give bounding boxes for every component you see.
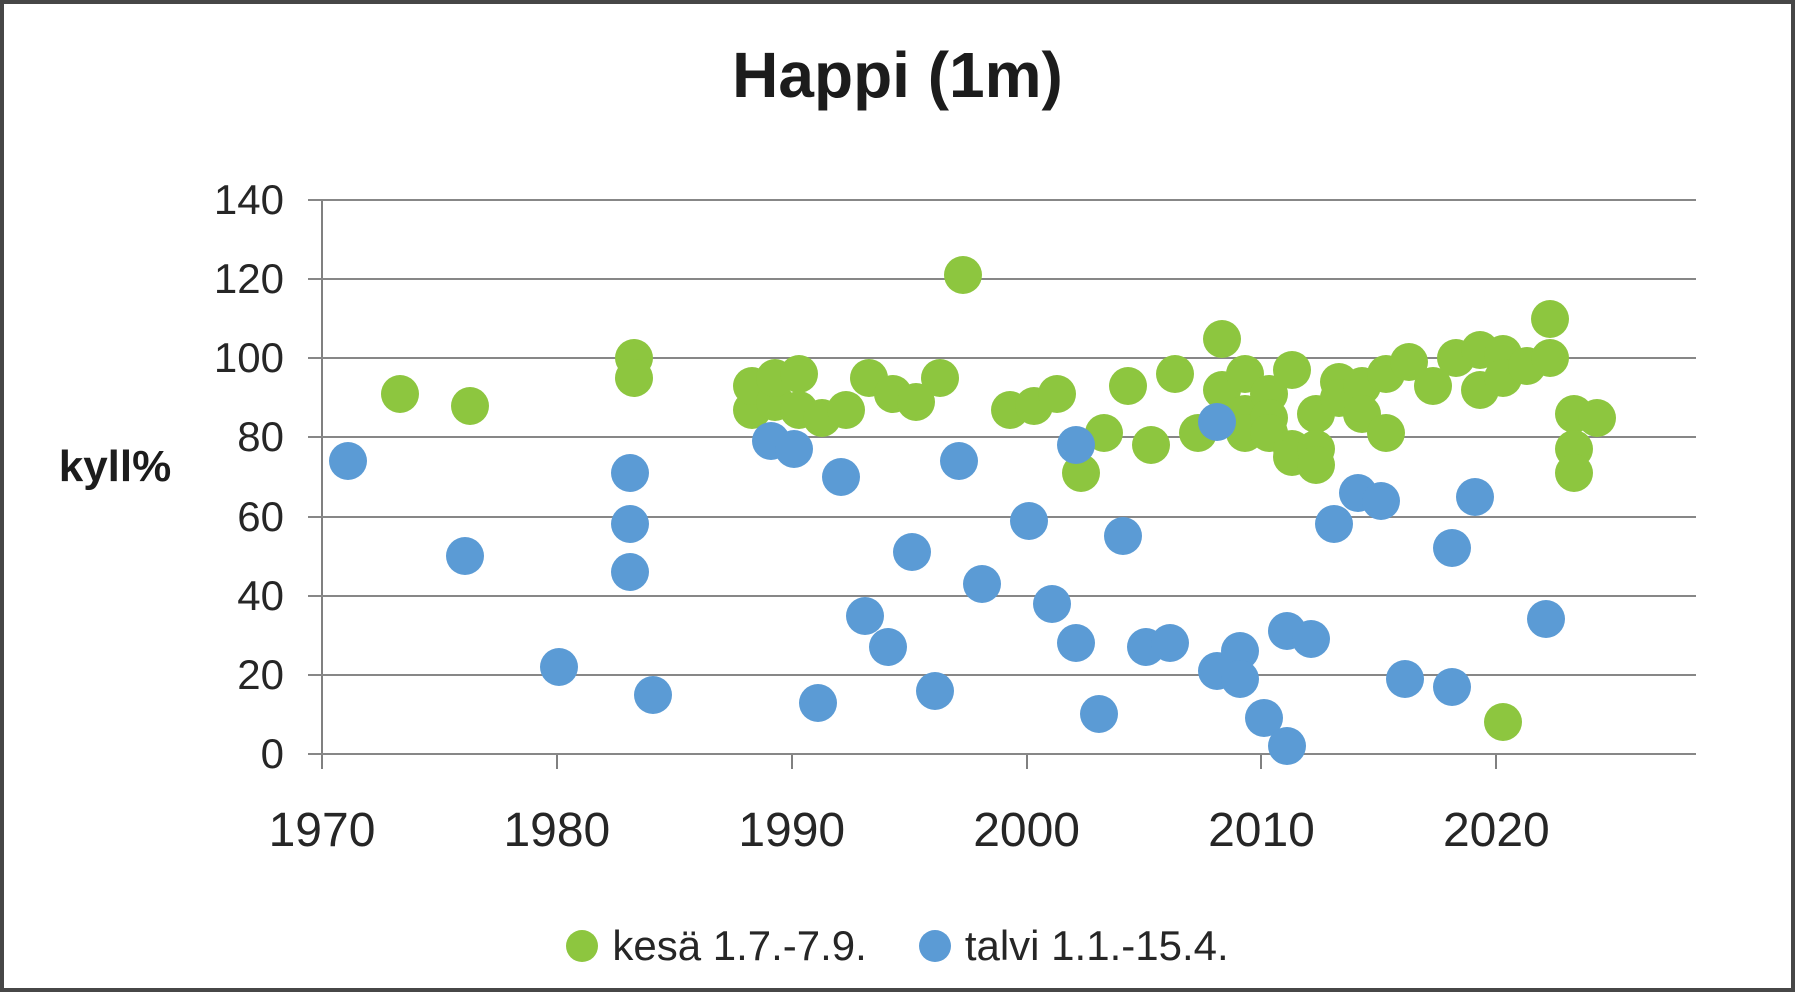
data-point-talvi xyxy=(892,533,931,572)
data-point-kesa xyxy=(1108,366,1147,405)
gridline-y-20 xyxy=(308,673,1696,676)
x-axis-tick-label: 2020 xyxy=(1442,804,1550,857)
gridline-y-120 xyxy=(308,278,1696,281)
data-point-kesa xyxy=(779,355,818,394)
x-axis-tick-mark xyxy=(1260,754,1263,769)
data-point-kesa xyxy=(1296,446,1335,485)
data-point-kesa xyxy=(615,359,654,398)
x-axis-tick-mark xyxy=(555,754,558,769)
data-point-talvi xyxy=(610,552,649,591)
data-point-talvi xyxy=(962,564,1001,603)
data-point-talvi xyxy=(1197,402,1236,441)
y-axis-tick-label: 40 xyxy=(237,571,284,619)
y-axis-tick-label: 20 xyxy=(237,650,284,698)
y-axis-tick-label: 60 xyxy=(237,492,284,540)
legend-marker-talvi-icon xyxy=(918,930,951,962)
data-point-talvi xyxy=(1056,426,1095,465)
data-point-talvi xyxy=(1221,659,1260,698)
y-axis-line xyxy=(321,200,323,769)
data-point-talvi xyxy=(634,675,673,714)
data-point-talvi xyxy=(916,671,954,710)
data-point-talvi xyxy=(1432,529,1471,568)
legend-marker-kesa-icon xyxy=(566,930,599,962)
data-point-talvi xyxy=(328,442,367,481)
data-point-kesa xyxy=(1531,299,1570,338)
data-point-talvi xyxy=(446,537,485,576)
data-point-talvi xyxy=(939,442,978,481)
legend-item-kesa: kesä 1.7.-7.9. xyxy=(566,922,867,970)
data-point-kesa xyxy=(920,359,959,398)
x-axis-tick-mark xyxy=(321,754,323,769)
data-point-kesa xyxy=(826,390,865,429)
x-axis-tick-label: 2000 xyxy=(973,804,1080,857)
x-axis-tick-label: 2010 xyxy=(1208,804,1315,857)
y-axis-title: kyll% xyxy=(58,442,172,491)
data-point-talvi xyxy=(869,628,908,667)
data-point-talvi xyxy=(1033,584,1072,623)
gridline-y-100 xyxy=(308,357,1696,360)
chart-title: Happi (1m) xyxy=(732,39,1063,111)
legend-label-kesa: kesä 1.7.-7.9. xyxy=(612,922,867,969)
data-point-kesa xyxy=(1038,374,1077,413)
data-point-kesa xyxy=(1554,454,1593,493)
data-point-talvi xyxy=(1150,624,1189,663)
data-point-kesa xyxy=(1578,398,1617,437)
data-point-kesa xyxy=(944,256,983,295)
data-point-talvi xyxy=(1362,481,1401,520)
data-point-talvi xyxy=(1526,600,1565,639)
legend-label-talvi: talvi 1.1.-15.4. xyxy=(964,922,1229,969)
data-point-kesa xyxy=(1132,426,1171,465)
data-point-kesa xyxy=(1155,355,1194,394)
data-point-talvi xyxy=(1009,501,1048,540)
y-axis-tick-label: 120 xyxy=(213,255,284,303)
legend-item-talvi: talvi 1.1.-15.4. xyxy=(918,922,1229,970)
data-point-talvi xyxy=(1315,505,1354,544)
legend: kesä 1.7.-7.9. talvi 1.1.-15.4. xyxy=(4,916,1791,976)
data-point-talvi xyxy=(1385,659,1424,698)
data-point-talvi xyxy=(1291,620,1330,659)
data-point-kesa xyxy=(380,374,419,413)
data-point-talvi xyxy=(1268,727,1307,766)
x-axis-tick-mark xyxy=(1025,754,1028,769)
x-axis-tick-label: 1980 xyxy=(503,804,611,857)
gridline-y-0 xyxy=(308,753,1696,755)
y-axis-tick-label: 140 xyxy=(213,176,284,223)
data-point-talvi xyxy=(610,505,649,544)
data-point-talvi xyxy=(798,683,837,722)
data-point-talvi xyxy=(1456,477,1495,516)
data-point-talvi xyxy=(775,430,814,469)
data-point-talvi xyxy=(1432,667,1471,706)
data-point-talvi xyxy=(822,458,861,496)
data-point-kesa xyxy=(1202,319,1241,358)
data-point-talvi xyxy=(540,647,579,686)
x-axis-tick-mark xyxy=(1495,754,1498,769)
data-point-kesa xyxy=(450,386,489,425)
plot-area xyxy=(308,199,1696,766)
data-point-kesa xyxy=(1273,351,1312,390)
y-axis-tick-label: 0 xyxy=(260,730,284,777)
data-point-talvi xyxy=(1056,624,1095,663)
x-axis-tick-label: 1970 xyxy=(268,804,376,857)
y-axis-tick-label: 80 xyxy=(237,413,284,461)
data-point-talvi xyxy=(1080,695,1119,734)
data-point-talvi xyxy=(845,596,884,635)
gridline-y-60 xyxy=(308,515,1696,518)
gridline-y-80 xyxy=(308,436,1696,439)
data-point-talvi xyxy=(610,454,649,493)
data-point-talvi xyxy=(1103,517,1142,556)
y-axis-tick-label: 100 xyxy=(213,334,284,382)
x-axis-tick-mark xyxy=(790,754,793,769)
x-axis-tick-label: 1990 xyxy=(738,804,846,857)
data-point-kesa xyxy=(1531,339,1570,378)
data-point-kesa xyxy=(1484,703,1523,742)
data-point-kesa xyxy=(1366,414,1405,453)
gridline-y-40 xyxy=(308,594,1696,597)
gridline-y-140 xyxy=(308,199,1696,201)
